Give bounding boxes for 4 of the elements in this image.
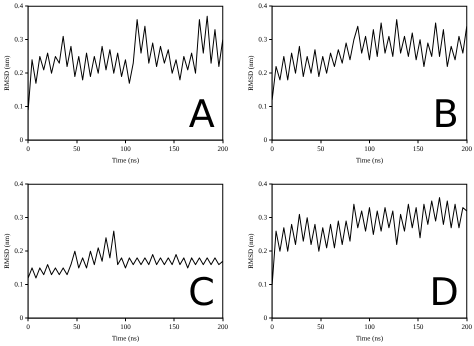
- annotation: A: [188, 92, 215, 136]
- annotation: B: [432, 92, 459, 136]
- annotation: D: [429, 270, 459, 314]
- annotation: C: [188, 270, 215, 314]
